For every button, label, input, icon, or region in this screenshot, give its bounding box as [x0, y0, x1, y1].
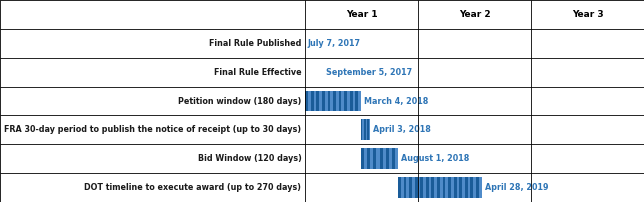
Bar: [374, 148, 376, 169]
Bar: [448, 177, 451, 198]
Bar: [305, 91, 361, 111]
Bar: [421, 177, 423, 198]
Bar: [364, 119, 366, 140]
Bar: [345, 91, 347, 111]
Text: March 4, 2018: March 4, 2018: [364, 97, 428, 105]
Bar: [459, 177, 462, 198]
Text: Final Rule Published: Final Rule Published: [209, 39, 301, 48]
Text: Year 2: Year 2: [459, 10, 491, 19]
Bar: [361, 119, 370, 140]
Bar: [442, 177, 446, 198]
Text: Final Rule Effective: Final Rule Effective: [214, 68, 301, 77]
Text: Year 3: Year 3: [572, 10, 603, 19]
Text: April 3, 2018: April 3, 2018: [374, 125, 431, 134]
Bar: [305, 91, 308, 111]
Bar: [379, 148, 383, 169]
Text: Year 1: Year 1: [346, 10, 377, 19]
Bar: [316, 91, 319, 111]
Bar: [437, 177, 440, 198]
Bar: [333, 91, 336, 111]
Text: Bid Window (120 days): Bid Window (120 days): [198, 154, 301, 163]
Text: DOT timeline to execute award (up to 270 days): DOT timeline to execute award (up to 270…: [84, 183, 301, 192]
Bar: [454, 177, 457, 198]
Bar: [386, 148, 389, 169]
Bar: [392, 148, 395, 169]
Bar: [361, 148, 398, 169]
Bar: [350, 91, 352, 111]
Bar: [398, 177, 401, 198]
Bar: [361, 148, 364, 169]
Bar: [367, 119, 368, 140]
Bar: [465, 177, 468, 198]
Bar: [339, 91, 341, 111]
Text: FRA 30-day period to publish the notice of receipt (up to 30 days): FRA 30-day period to publish the notice …: [5, 125, 301, 134]
Text: Petition window (180 days): Petition window (180 days): [178, 97, 301, 105]
Bar: [367, 148, 370, 169]
Text: April 28, 2019: April 28, 2019: [485, 183, 548, 192]
Bar: [355, 91, 358, 111]
Text: August 1, 2018: August 1, 2018: [401, 154, 469, 163]
Bar: [471, 177, 473, 198]
Text: September 5, 2017: September 5, 2017: [327, 68, 413, 77]
Text: July 7, 2017: July 7, 2017: [308, 39, 361, 48]
Bar: [426, 177, 429, 198]
Bar: [404, 177, 406, 198]
Bar: [431, 177, 434, 198]
Bar: [328, 91, 330, 111]
Bar: [361, 119, 363, 140]
Bar: [311, 91, 314, 111]
Bar: [415, 177, 417, 198]
Bar: [322, 91, 325, 111]
Bar: [476, 177, 478, 198]
Bar: [409, 177, 412, 198]
Bar: [398, 177, 482, 198]
